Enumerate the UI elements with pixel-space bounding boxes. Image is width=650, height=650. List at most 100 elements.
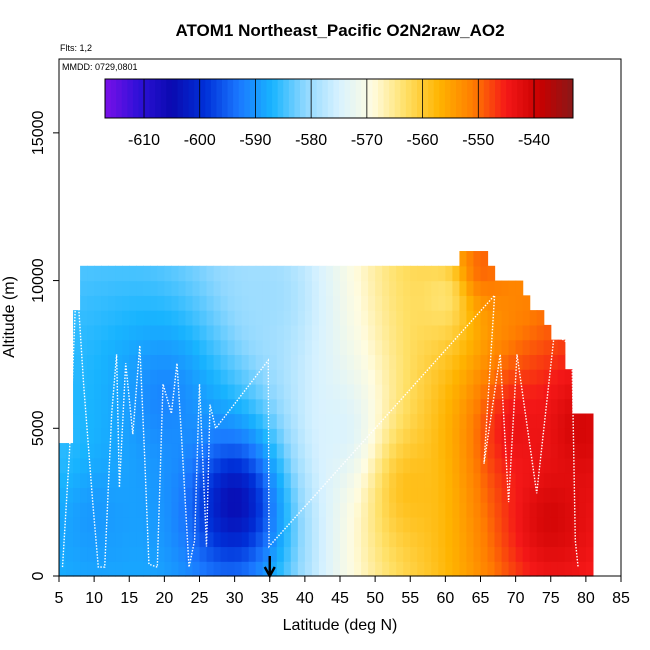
heatmap-cell: [241, 472, 250, 488]
heatmap-cell: [431, 398, 439, 415]
heatmap-cell: [417, 472, 425, 488]
heatmap-cell: [59, 561, 67, 577]
heatmap-cell: [115, 561, 123, 577]
heatmap-cell: [234, 324, 243, 341]
heatmap-cell: [213, 457, 222, 474]
heatmap-cell: [536, 369, 545, 385]
heatmap-cell: [213, 280, 222, 296]
heatmap-cell: [585, 428, 594, 444]
heatmap-cell: [129, 354, 137, 370]
heatmap-cell: [297, 531, 306, 548]
colorbar-segment: [528, 79, 535, 118]
heatmap-cell: [396, 457, 404, 474]
colorbar-segment: [550, 79, 557, 118]
heatmap-cell: [269, 443, 278, 459]
heatmap-cell: [213, 383, 222, 400]
heatmap-cell: [332, 457, 341, 474]
heatmap-cell: [150, 280, 158, 296]
heatmap-cell: [115, 413, 123, 429]
heatmap-cell: [269, 457, 278, 474]
heatmap-cell: [438, 324, 446, 341]
heatmap-cell: [487, 369, 496, 385]
heatmap-cell: [59, 472, 67, 488]
heatmap-cell: [129, 531, 137, 548]
heatmap-cell: [403, 310, 411, 326]
heatmap-cell: [543, 546, 552, 562]
heatmap-cell: [241, 546, 250, 562]
heatmap-cell: [515, 369, 524, 385]
heatmap-cell: [311, 339, 320, 356]
heatmap-cell: [431, 369, 439, 385]
heatmap-cell: [185, 339, 194, 356]
heatmap-cell: [290, 310, 299, 326]
heatmap-cell: [192, 413, 201, 429]
heatmap-cell: [311, 398, 320, 415]
heatmap-cell: [543, 487, 552, 503]
colorbar-segment: [110, 79, 117, 118]
heatmap-cell: [129, 295, 137, 311]
heatmap-cell: [262, 310, 271, 326]
heatmap-cell: [424, 354, 432, 370]
heatmap-cell: [480, 561, 489, 577]
heatmap-cell: [255, 369, 264, 385]
heatmap-cell: [332, 472, 341, 488]
heatmap-cell: [508, 516, 517, 533]
heatmap-cell: [403, 339, 411, 356]
heatmap-cell: [269, 531, 278, 548]
x-tick-label: 30: [226, 590, 244, 607]
heatmap-cell: [410, 383, 418, 400]
heatmap-cell: [164, 369, 173, 385]
heatmap-cell: [171, 546, 180, 562]
heatmap-cell: [473, 443, 482, 459]
heatmap-cell: [220, 546, 229, 562]
heatmap-cell: [241, 487, 250, 503]
heatmap-cell: [445, 265, 453, 282]
colorbar-segment: [405, 79, 412, 118]
heatmap-cell: [248, 310, 257, 326]
heatmap-cell: [361, 487, 369, 503]
heatmap-cell: [508, 339, 517, 356]
heatmap-cell: [143, 487, 151, 503]
heatmap-cell: [347, 324, 355, 341]
heatmap-cell: [361, 546, 369, 562]
heatmap-cell: [283, 295, 292, 311]
heatmap-cell: [269, 324, 278, 341]
heatmap-cell: [192, 265, 201, 282]
heatmap-cell: [255, 310, 264, 326]
heatmap-cell: [473, 546, 482, 562]
heatmap-cell: [150, 472, 158, 488]
heatmap-cell: [543, 561, 552, 577]
heatmap-cell: [241, 457, 250, 474]
heatmap-cell: [87, 354, 95, 370]
heatmap-cell: [368, 457, 376, 474]
heatmap-cell: [87, 457, 95, 474]
heatmap-cell: [473, 310, 482, 326]
heatmap-cell: [347, 383, 355, 400]
heatmap-cell: [459, 546, 468, 562]
heatmap-cell: [276, 398, 285, 415]
heatmap-cell: [304, 383, 313, 400]
heatmap-cell: [389, 457, 397, 474]
heatmap-cell: [361, 398, 369, 415]
heatmap-cell: [66, 457, 74, 474]
heatmap-cell: [571, 502, 580, 518]
colorbar-segment: [121, 79, 128, 118]
heatmap-cell: [220, 487, 229, 503]
heatmap-cell: [136, 472, 144, 488]
heatmap-cell: [445, 487, 453, 503]
colorbar-segment: [249, 79, 256, 118]
heatmap-cell: [543, 516, 552, 533]
colorbar-segment: [361, 79, 368, 118]
heatmap-cell: [108, 265, 116, 282]
heatmap-cell: [66, 516, 74, 533]
heatmap-cell: [220, 295, 229, 311]
chart-title: ATOM1 Northeast_Pacific O2N2raw_AO2: [175, 21, 504, 40]
heatmap-cell: [550, 561, 559, 577]
heatmap-cell: [164, 472, 173, 488]
heatmap-cell: [480, 310, 489, 326]
heatmap-cell: [332, 398, 341, 415]
heatmap-cell: [445, 516, 453, 533]
heatmap-cell: [283, 398, 292, 415]
heatmap-cell: [571, 413, 580, 429]
y-tick-label: 15000: [30, 111, 47, 156]
